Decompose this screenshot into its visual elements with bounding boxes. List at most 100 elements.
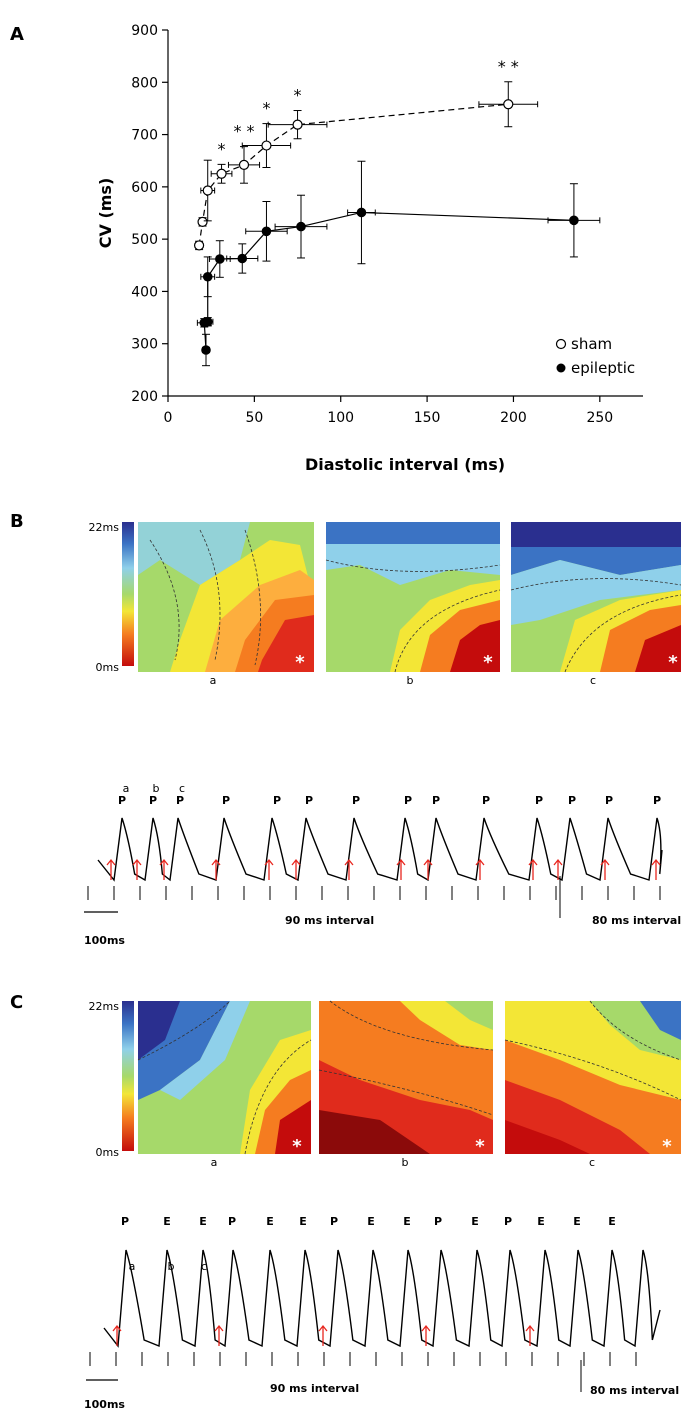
stim-arrows-c bbox=[112, 1324, 535, 1346]
stim-arrow-head bbox=[553, 858, 563, 866]
y-tick-label: 900 bbox=[131, 23, 158, 39]
panel-letter-c: C bbox=[10, 992, 23, 1013]
significance-marker: * bbox=[294, 86, 302, 105]
data-point-epileptic bbox=[237, 253, 248, 264]
activation-map-b-a: * bbox=[138, 522, 314, 673]
x-ticks: 0 50 100 150 200 250 bbox=[164, 396, 613, 426]
data-point-epileptic bbox=[215, 254, 225, 264]
stim-arrow-head bbox=[211, 858, 221, 866]
colorbar-c-min-label: 0ms bbox=[96, 1146, 120, 1159]
data-point-epileptic bbox=[202, 316, 213, 327]
peak-label: P bbox=[222, 794, 230, 807]
peak-label: P bbox=[228, 1215, 236, 1228]
stim-arrow-head bbox=[475, 858, 485, 866]
map-label-b-c: c bbox=[590, 674, 596, 687]
data-point-sham bbox=[238, 159, 250, 170]
peak-label: P bbox=[653, 794, 661, 807]
legend: sham epileptic bbox=[555, 335, 635, 377]
trace-label-b-b: b bbox=[153, 782, 160, 795]
peak-label: P bbox=[653, 794, 661, 807]
data-point-sham bbox=[261, 140, 272, 151]
chart-a: 200 300 400 500 600 700 800 900 0 50 100 150 200 250… bbox=[96, 23, 643, 474]
optical-trace-c bbox=[103, 1249, 661, 1348]
y-tick-label: 500 bbox=[131, 232, 158, 248]
stim-arrow-head bbox=[396, 858, 406, 866]
stim-arrows-b bbox=[106, 858, 661, 880]
svg-text:*: * bbox=[295, 652, 305, 673]
peak-label: P bbox=[352, 794, 360, 807]
map-label-b-a: a bbox=[210, 674, 217, 687]
stim-arrow-head bbox=[291, 858, 301, 866]
y-tick-label: 400 bbox=[131, 284, 158, 300]
peak-label: E bbox=[403, 1215, 411, 1228]
y-ticks: 200 300 400 500 600 700 800 900 bbox=[131, 23, 168, 405]
significance-marker: * bbox=[218, 139, 226, 158]
peak-label: P bbox=[149, 794, 157, 807]
interval-90-b: 90 ms interval bbox=[285, 914, 374, 927]
y-tick-label: 600 bbox=[131, 180, 158, 196]
stim-arrow-head bbox=[132, 858, 142, 866]
legend-marker-sham bbox=[555, 338, 567, 350]
interval-80-b: 80 ms interval bbox=[592, 914, 681, 927]
x-tick-label: 50 bbox=[245, 410, 263, 426]
peak-label: P bbox=[176, 794, 184, 807]
scale-label-c: 100ms bbox=[84, 1398, 125, 1411]
trace-label-b-c: c bbox=[179, 782, 185, 795]
y-axis-title: CV (ms) bbox=[96, 178, 115, 249]
data-point-epileptic bbox=[202, 271, 213, 282]
peak-label: P bbox=[535, 794, 543, 807]
trace-label-c-b: b bbox=[168, 1260, 175, 1273]
stim-arrow-head bbox=[106, 858, 116, 866]
stim-arrow-head bbox=[525, 1324, 535, 1332]
y-tick-label: 200 bbox=[131, 389, 158, 405]
x-tick-label: 0 bbox=[164, 410, 173, 426]
peak-label: E bbox=[573, 1215, 581, 1228]
series-line-epileptic bbox=[203, 211, 574, 351]
peak-label: P bbox=[434, 1215, 442, 1228]
map-label-b-b: b bbox=[407, 674, 414, 687]
peak-label: P bbox=[118, 794, 126, 807]
peak-label: E bbox=[537, 1215, 545, 1228]
series-line-sham bbox=[198, 103, 509, 246]
series-sham bbox=[193, 81, 539, 251]
legend-label-epileptic: epileptic bbox=[571, 359, 635, 377]
activation-map-b-c: * bbox=[510, 522, 681, 673]
peak-label: P bbox=[605, 794, 613, 807]
peak-label: E bbox=[471, 1215, 479, 1228]
trace-label-b-a: a bbox=[123, 782, 130, 795]
peak-label: P bbox=[330, 1215, 338, 1228]
data-point-sham bbox=[503, 99, 514, 110]
peak-label: E bbox=[299, 1215, 307, 1228]
peak-label: P bbox=[482, 794, 490, 807]
stim-marks-c bbox=[89, 1352, 637, 1392]
peak-label: P bbox=[504, 1215, 512, 1228]
stim-arrow-head bbox=[159, 858, 169, 866]
map-label-c-a: a bbox=[211, 1156, 218, 1169]
stim-arrow-head bbox=[112, 1324, 122, 1332]
data-point-epileptic bbox=[261, 226, 272, 237]
x-tick-label: 150 bbox=[414, 410, 441, 426]
svg-text:*: * bbox=[292, 1136, 302, 1157]
x-tick-label: 200 bbox=[500, 410, 527, 426]
colorbar-c bbox=[122, 1001, 134, 1151]
peak-label: E bbox=[608, 1215, 616, 1228]
peak-labels-b: P P P P P P P P P P P P P PP bbox=[118, 794, 661, 807]
colorbar-c-max-label: 22ms bbox=[89, 1000, 120, 1013]
y-tick-label: 700 bbox=[131, 128, 158, 144]
peak-label: P bbox=[404, 794, 412, 807]
stim-marks-b bbox=[87, 876, 661, 918]
colorbar-b-min-label: 0ms bbox=[96, 661, 120, 674]
map-label-c-c: c bbox=[589, 1156, 595, 1169]
data-point-sham bbox=[216, 168, 227, 179]
data-point-epileptic bbox=[296, 221, 306, 232]
interval-80-c: 80 ms interval bbox=[590, 1384, 679, 1397]
stim-arrow-head bbox=[344, 858, 354, 866]
stim-arrow-head bbox=[600, 858, 610, 866]
significance-marker: * * bbox=[233, 122, 254, 141]
trace-label-c-a: a bbox=[129, 1260, 136, 1273]
stim-arrow-head bbox=[214, 1324, 224, 1332]
stim-arrow-head bbox=[264, 858, 274, 866]
colorbar-b-max-label: 22ms bbox=[89, 521, 120, 534]
legend-marker-epileptic bbox=[556, 363, 566, 373]
peak-label: E bbox=[367, 1215, 375, 1228]
